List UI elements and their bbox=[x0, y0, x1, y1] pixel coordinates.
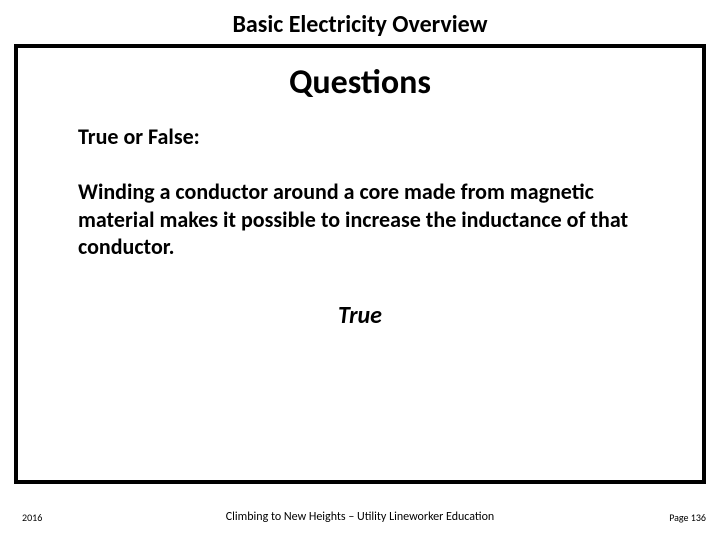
true-or-false-label: True or False: bbox=[78, 123, 702, 150]
footer-caption: Climbing to New Heights – Utility Linewo… bbox=[0, 510, 720, 524]
footer-page: Page 136 bbox=[669, 511, 706, 524]
slide-title: Basic Electricity Overview bbox=[0, 10, 720, 39]
content-box: Questions True or False: Winding a condu… bbox=[14, 44, 706, 484]
answer-text: True bbox=[18, 301, 702, 330]
questions-heading: Questions bbox=[18, 62, 702, 103]
question-body: Winding a conductor around a core made f… bbox=[78, 178, 642, 261]
slide: Basic Electricity Overview Questions Tru… bbox=[0, 0, 720, 540]
